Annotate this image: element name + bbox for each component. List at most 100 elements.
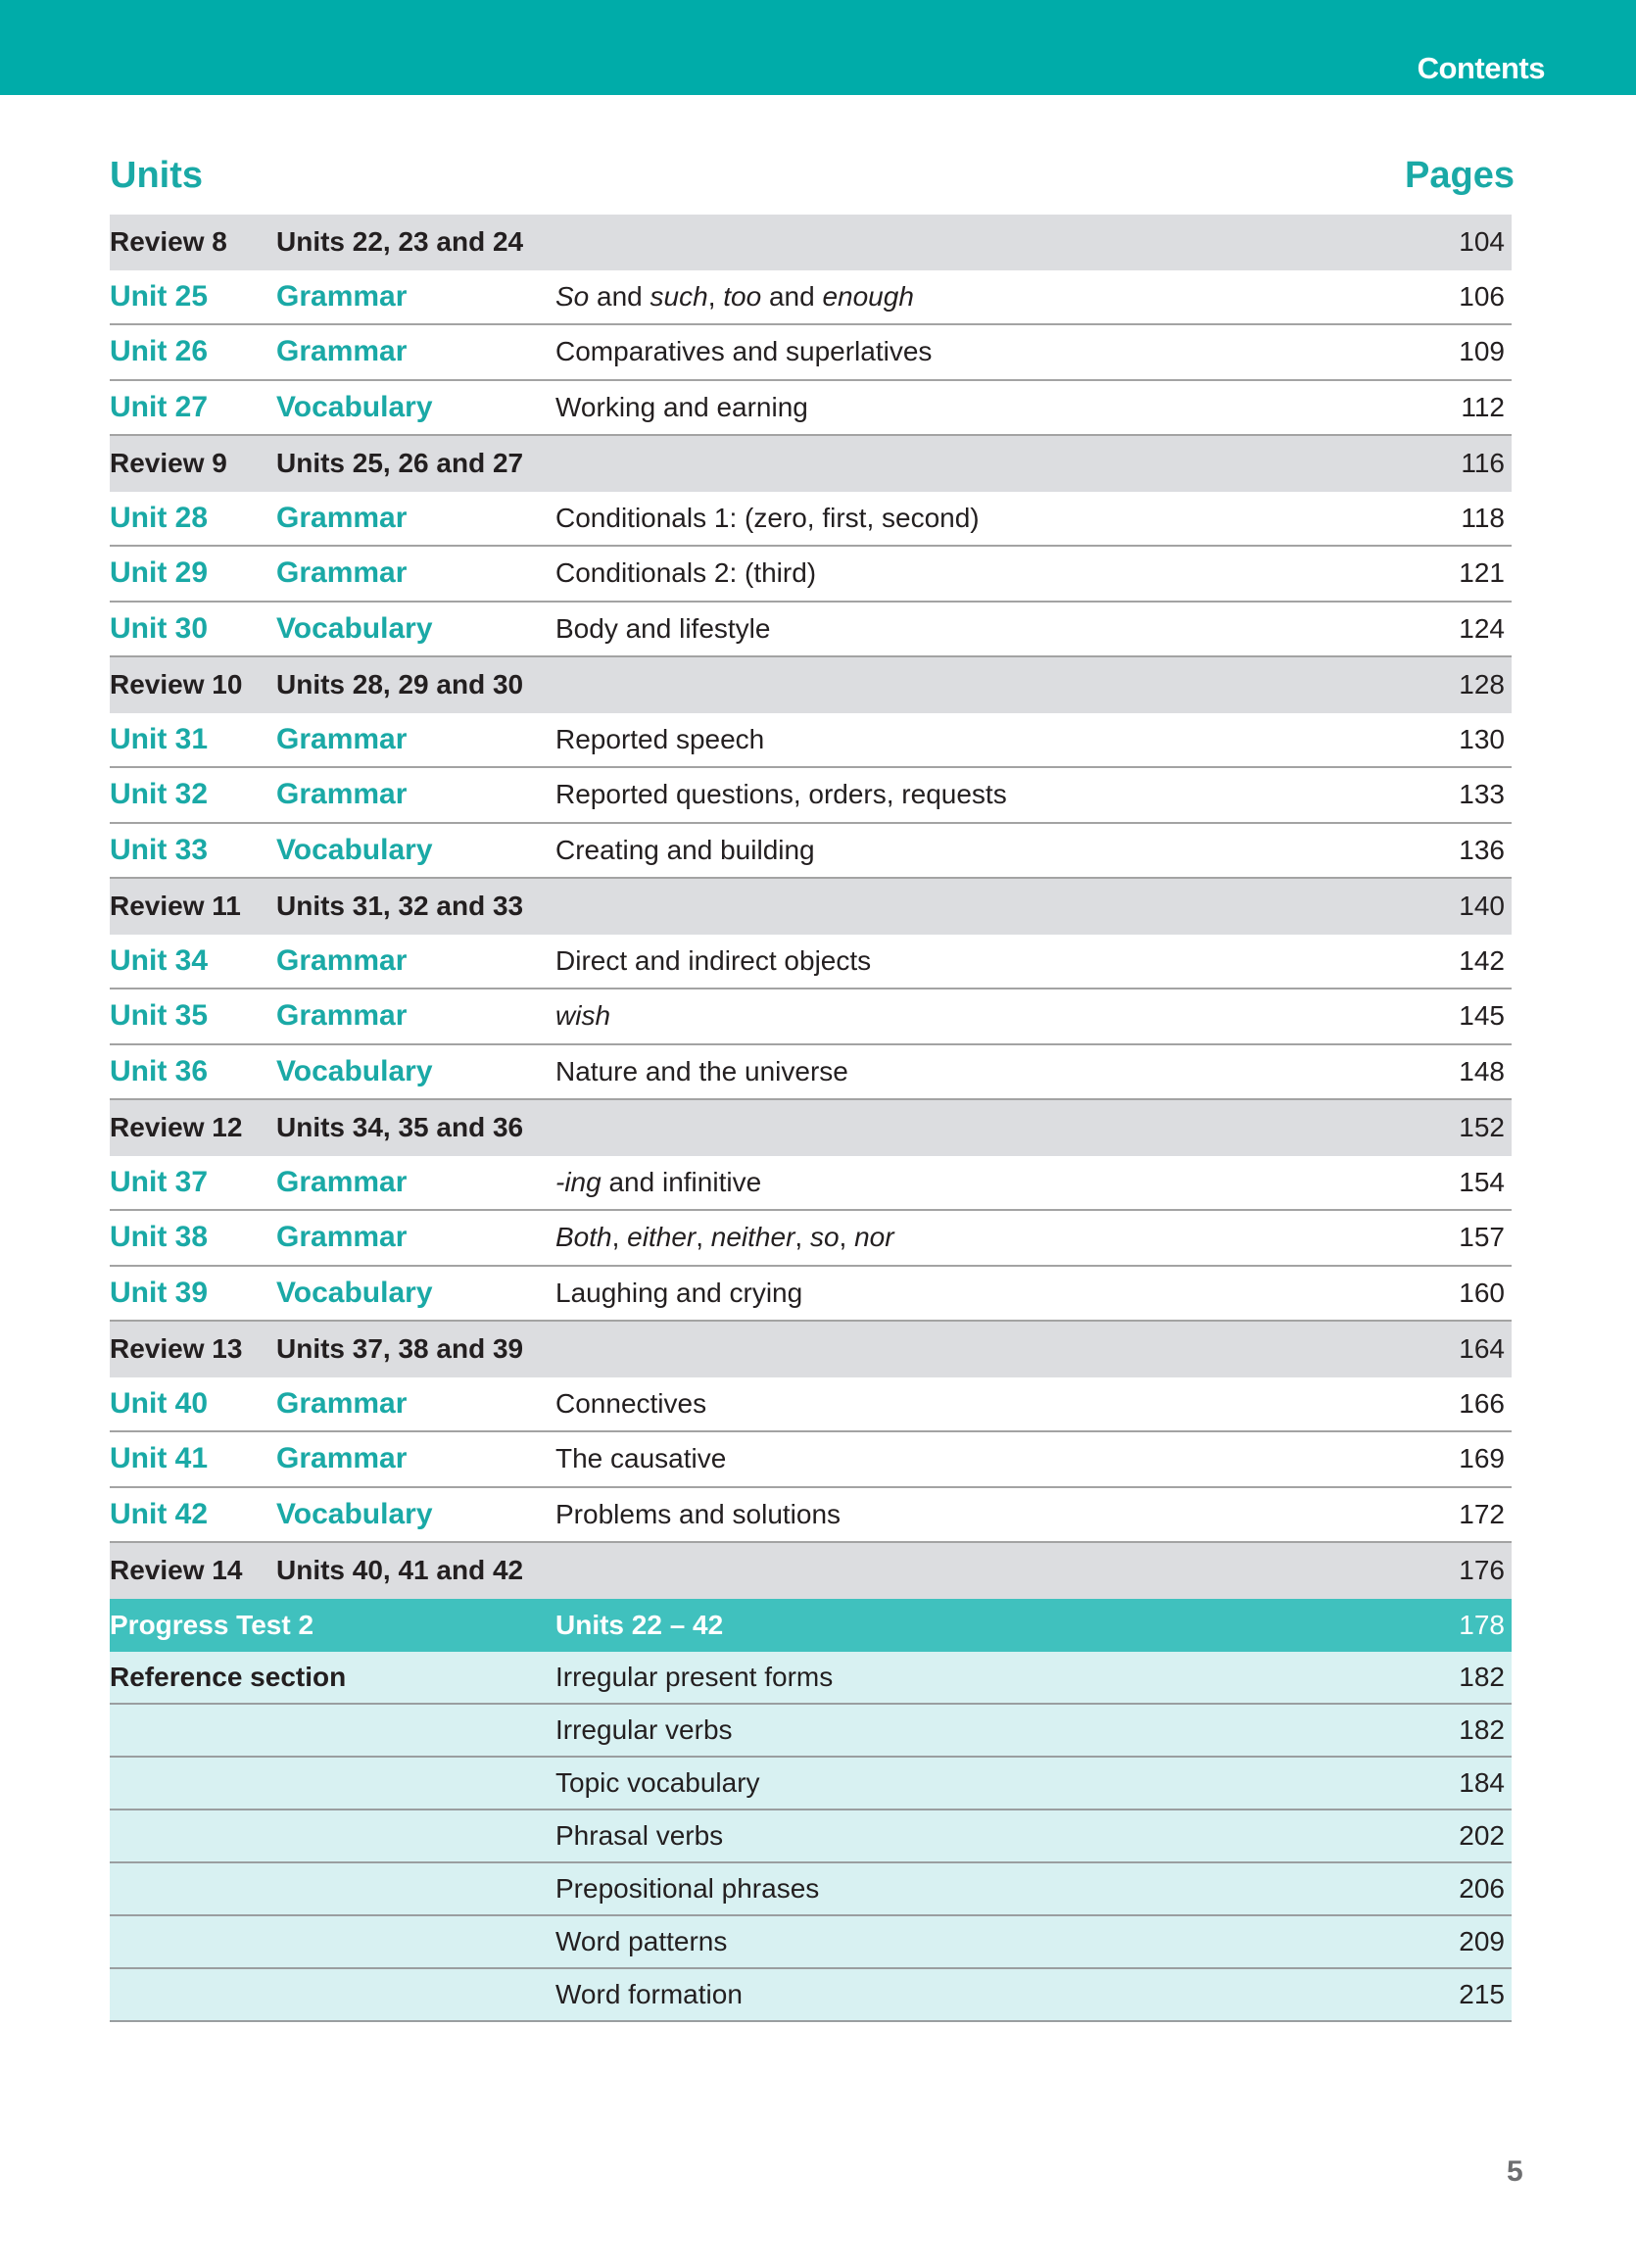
- page-number-cell: 182: [1459, 1713, 1505, 1745]
- header-band: Contents: [0, 0, 1636, 95]
- unit-row: Unit 35 Grammar wish 145: [110, 989, 1512, 1045]
- unit-row: Unit 42 Vocabulary Problems and solutions 1…: [110, 1488, 1512, 1543]
- review-label: Review 12: [110, 1112, 243, 1143]
- topic-text: Phrasal verbs: [555, 1819, 724, 1851]
- page-number-cell: 104: [1459, 226, 1505, 258]
- unit-label: Unit 40: [110, 1386, 209, 1420]
- topic-text: Problems and solutions: [555, 1498, 842, 1529]
- topic-text: Word patterns: [555, 1925, 728, 1956]
- topic-title: Irregular verbs: [555, 1714, 733, 1746]
- unit-label: Unit 41: [110, 1442, 209, 1475]
- topic-title: Conditionals 2: (third): [555, 557, 816, 589]
- topic-text: too: [723, 280, 762, 312]
- ref-row: Topic vocabulary 184: [110, 1757, 1512, 1810]
- page-number-cell: 209: [1459, 1925, 1505, 1956]
- topic-text: such: [650, 280, 708, 312]
- topic-title: Reported speech: [555, 724, 764, 755]
- page-number-cell: 169: [1459, 1443, 1505, 1474]
- topic-text: Creating and building: [555, 834, 815, 865]
- topic-text: Direct and indirect objects: [555, 944, 872, 976]
- unit-category: Grammar: [276, 722, 408, 755]
- unit-category: Grammar: [276, 999, 408, 1033]
- page-number-cell: 148: [1459, 1055, 1505, 1086]
- topic-text: So: [555, 280, 590, 312]
- unit-category: Grammar: [276, 335, 408, 368]
- unit-row: Unit 32 Grammar Reported questions, orders…: [110, 768, 1512, 824]
- topic-title: Word patterns: [555, 1926, 727, 1957]
- review-row: Review 14 Units 40, 41 and 42 176: [110, 1543, 1512, 1599]
- unit-label: Unit 35: [110, 999, 209, 1033]
- unit-label: Unit 33: [110, 833, 209, 866]
- topic-title: Comparatives and superlatives: [555, 336, 932, 367]
- unit-category: Grammar: [276, 1386, 408, 1420]
- unit-label: Unit 29: [110, 556, 209, 590]
- review-units: Units 37, 38 and 39: [276, 1333, 524, 1365]
- review-label: Review 14: [110, 1555, 243, 1586]
- topic-text: Working and earning: [555, 391, 808, 422]
- unit-label: Unit 37: [110, 1165, 209, 1198]
- page-number-cell: 109: [1459, 336, 1505, 367]
- topic-text: Body and lifestyle: [555, 612, 771, 644]
- topic-title: Conditionals 1: (zero, first, second): [555, 503, 980, 534]
- unit-row: Unit 37 Grammar -ing and infinitive 154: [110, 1156, 1512, 1211]
- page-number-cell: 112: [1461, 391, 1505, 422]
- reference-label: Reference section: [110, 1661, 347, 1692]
- page-number-cell: 166: [1459, 1387, 1505, 1419]
- progress-row: Progress Test 2 Units 22 – 42 178: [110, 1598, 1512, 1652]
- topic-text: neither: [710, 1222, 795, 1253]
- unit-label: Unit 26: [110, 335, 209, 368]
- ref-row: Phrasal verbs 202: [110, 1810, 1512, 1863]
- topic-text: nor: [854, 1222, 894, 1253]
- topic-text: wish: [555, 1000, 611, 1032]
- review-units: Units 28, 29 and 30: [276, 669, 524, 700]
- unit-label: Unit 38: [110, 1221, 209, 1254]
- topic-title: Phrasal verbs: [555, 1820, 723, 1852]
- ref-row: Reference section Irregular present forms…: [110, 1651, 1512, 1705]
- review-label: Review 10: [110, 669, 243, 700]
- page-number-cell: 215: [1459, 1978, 1505, 2009]
- topic-text: Irregular present forms: [555, 1661, 834, 1692]
- section-title: Contents: [1417, 51, 1546, 85]
- topic-text: Irregular verbs: [555, 1713, 733, 1745]
- topic-text: Word formation: [555, 1978, 743, 2009]
- page-number-cell: 178: [1459, 1609, 1505, 1640]
- page-number-cell: 124: [1459, 612, 1505, 644]
- unit-label: Unit 25: [110, 279, 209, 313]
- topic-title: So and such, too and enough: [555, 281, 914, 313]
- page-number-cell: 116: [1461, 448, 1505, 479]
- unit-row: Unit 40 Grammar Connectives 166: [110, 1377, 1512, 1432]
- page-number-cell: 142: [1459, 944, 1505, 976]
- page-number-cell: 145: [1459, 1000, 1505, 1032]
- unit-label: Unit 42: [110, 1497, 209, 1530]
- topic-text: The causative: [555, 1443, 727, 1474]
- review-label: Review 11: [110, 891, 241, 922]
- pages-column-heading: Pages: [1405, 155, 1515, 196]
- review-units: Units 22, 23 and 24: [276, 226, 524, 258]
- topic-text: Both: [555, 1222, 612, 1253]
- page-number-cell: 164: [1459, 1333, 1505, 1365]
- unit-category: Vocabulary: [276, 1054, 433, 1087]
- page-number-cell: 172: [1459, 1498, 1505, 1529]
- topic-text: and infinitive: [601, 1166, 762, 1197]
- unit-label: Unit 36: [110, 1054, 209, 1087]
- review-row: Review 8 Units 22, 23 and 24 104: [110, 215, 1512, 270]
- review-row: Review 9 Units 25, 26 and 27 116: [110, 436, 1512, 492]
- unit-row: Unit 31 Grammar Reported speech 130: [110, 713, 1512, 768]
- unit-row: Unit 30 Vocabulary Body and lifestyle 124: [110, 603, 1512, 657]
- topic-text: Conditionals 2: (third): [555, 557, 817, 589]
- unit-label: Unit 30: [110, 611, 209, 645]
- topic-title: Body and lifestyle: [555, 613, 770, 645]
- page-number: 5: [1507, 2155, 1523, 2188]
- page-number-cell: 154: [1459, 1166, 1505, 1197]
- topic-title: Connectives: [555, 1388, 706, 1420]
- topic-title: Direct and indirect objects: [555, 945, 871, 977]
- ref-row: Word patterns 209: [110, 1915, 1512, 1969]
- unit-category: Grammar: [276, 943, 408, 977]
- unit-row: Unit 39 Vocabulary Laughing and crying 160: [110, 1267, 1512, 1322]
- topic-text: ,: [707, 280, 724, 312]
- unit-label: Unit 39: [110, 1276, 209, 1309]
- review-units: Units 31, 32 and 33: [276, 891, 524, 922]
- topic-text: Reported questions, orders, requests: [555, 779, 1007, 810]
- topic-text: Connectives: [555, 1387, 707, 1419]
- unit-label: Unit 31: [110, 722, 209, 755]
